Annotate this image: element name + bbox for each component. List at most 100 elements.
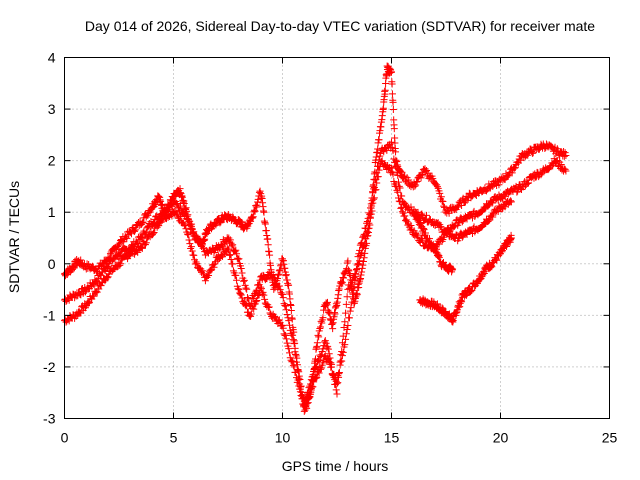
data-point	[511, 164, 519, 172]
data-point	[338, 348, 346, 356]
data-point	[390, 125, 398, 133]
data-point	[437, 193, 445, 201]
data-point	[529, 149, 537, 157]
data-point	[389, 98, 397, 106]
x-tick-label: 10	[275, 430, 291, 446]
data-point	[240, 297, 248, 305]
data-point	[253, 296, 261, 304]
data-point	[400, 173, 408, 181]
data-point	[328, 360, 336, 368]
data-point	[180, 221, 188, 229]
data-point	[232, 271, 240, 279]
data-point	[371, 186, 379, 194]
data-point	[290, 363, 298, 371]
data-point	[358, 268, 366, 276]
data-point	[367, 200, 375, 208]
data-point	[279, 324, 287, 332]
data-point	[365, 219, 373, 227]
data-point	[338, 357, 346, 365]
data-point	[187, 243, 195, 251]
data-point	[329, 325, 337, 333]
data-point	[303, 404, 311, 412]
data-point	[314, 357, 322, 365]
data-point	[190, 251, 198, 259]
data-point	[312, 364, 320, 372]
data-point	[488, 263, 496, 271]
data-point	[90, 292, 98, 300]
data-point	[309, 372, 317, 380]
data-point	[266, 251, 274, 259]
data-point	[324, 345, 332, 353]
data-point	[168, 212, 176, 220]
data-point	[349, 287, 357, 295]
data-point	[290, 340, 298, 348]
data-point	[325, 350, 333, 358]
data-point	[286, 326, 294, 334]
data-point	[366, 214, 374, 222]
data-point	[379, 104, 387, 112]
data-point	[311, 363, 319, 371]
data-point	[528, 149, 536, 157]
data-point	[280, 330, 288, 338]
data-point	[316, 325, 324, 333]
data-point	[131, 226, 139, 234]
data-point	[266, 309, 274, 317]
data-point	[250, 208, 258, 216]
data-point	[493, 256, 501, 264]
data-point	[217, 240, 225, 248]
data-point	[370, 195, 378, 203]
data-point	[252, 298, 260, 306]
data-point	[338, 352, 346, 360]
data-point	[507, 198, 515, 206]
data-point	[228, 242, 236, 250]
data-point	[205, 272, 213, 280]
data-point	[337, 351, 345, 359]
data-point	[338, 339, 346, 347]
data-point	[116, 261, 124, 269]
data-point	[275, 267, 283, 275]
data-point	[398, 203, 406, 211]
data-point	[131, 227, 139, 235]
data-point	[412, 178, 420, 186]
data-point	[317, 365, 325, 373]
data-point	[265, 303, 273, 311]
data-point	[271, 276, 279, 284]
data-point	[235, 286, 243, 294]
data-point	[138, 233, 146, 241]
data-point	[85, 299, 93, 307]
data-point	[138, 219, 146, 227]
data-point	[292, 350, 300, 358]
data-point	[378, 157, 386, 165]
data-point	[410, 227, 418, 235]
data-point	[173, 210, 181, 218]
data-point	[282, 302, 290, 310]
data-point	[562, 151, 570, 159]
data-point	[394, 171, 402, 179]
data-point	[275, 316, 283, 324]
data-point	[352, 266, 360, 274]
data-point	[524, 180, 532, 188]
data-point	[421, 229, 429, 237]
data-point	[236, 290, 244, 298]
data-point	[243, 285, 251, 293]
data-point	[334, 379, 342, 387]
data-point	[235, 255, 243, 263]
data-point	[353, 265, 361, 273]
data-point	[420, 242, 428, 250]
data-point	[93, 288, 101, 296]
data-point	[484, 202, 492, 210]
data-point	[253, 201, 261, 209]
data-point	[417, 174, 425, 182]
data-point	[264, 235, 272, 243]
data-point	[177, 212, 185, 220]
data-point	[395, 178, 403, 186]
data-point	[287, 306, 295, 314]
data-point	[260, 291, 268, 299]
data-point	[130, 227, 138, 235]
data-point	[357, 271, 365, 279]
data-point	[269, 270, 277, 278]
data-point	[264, 241, 272, 249]
data-point	[190, 228, 198, 236]
data-point	[463, 230, 471, 238]
